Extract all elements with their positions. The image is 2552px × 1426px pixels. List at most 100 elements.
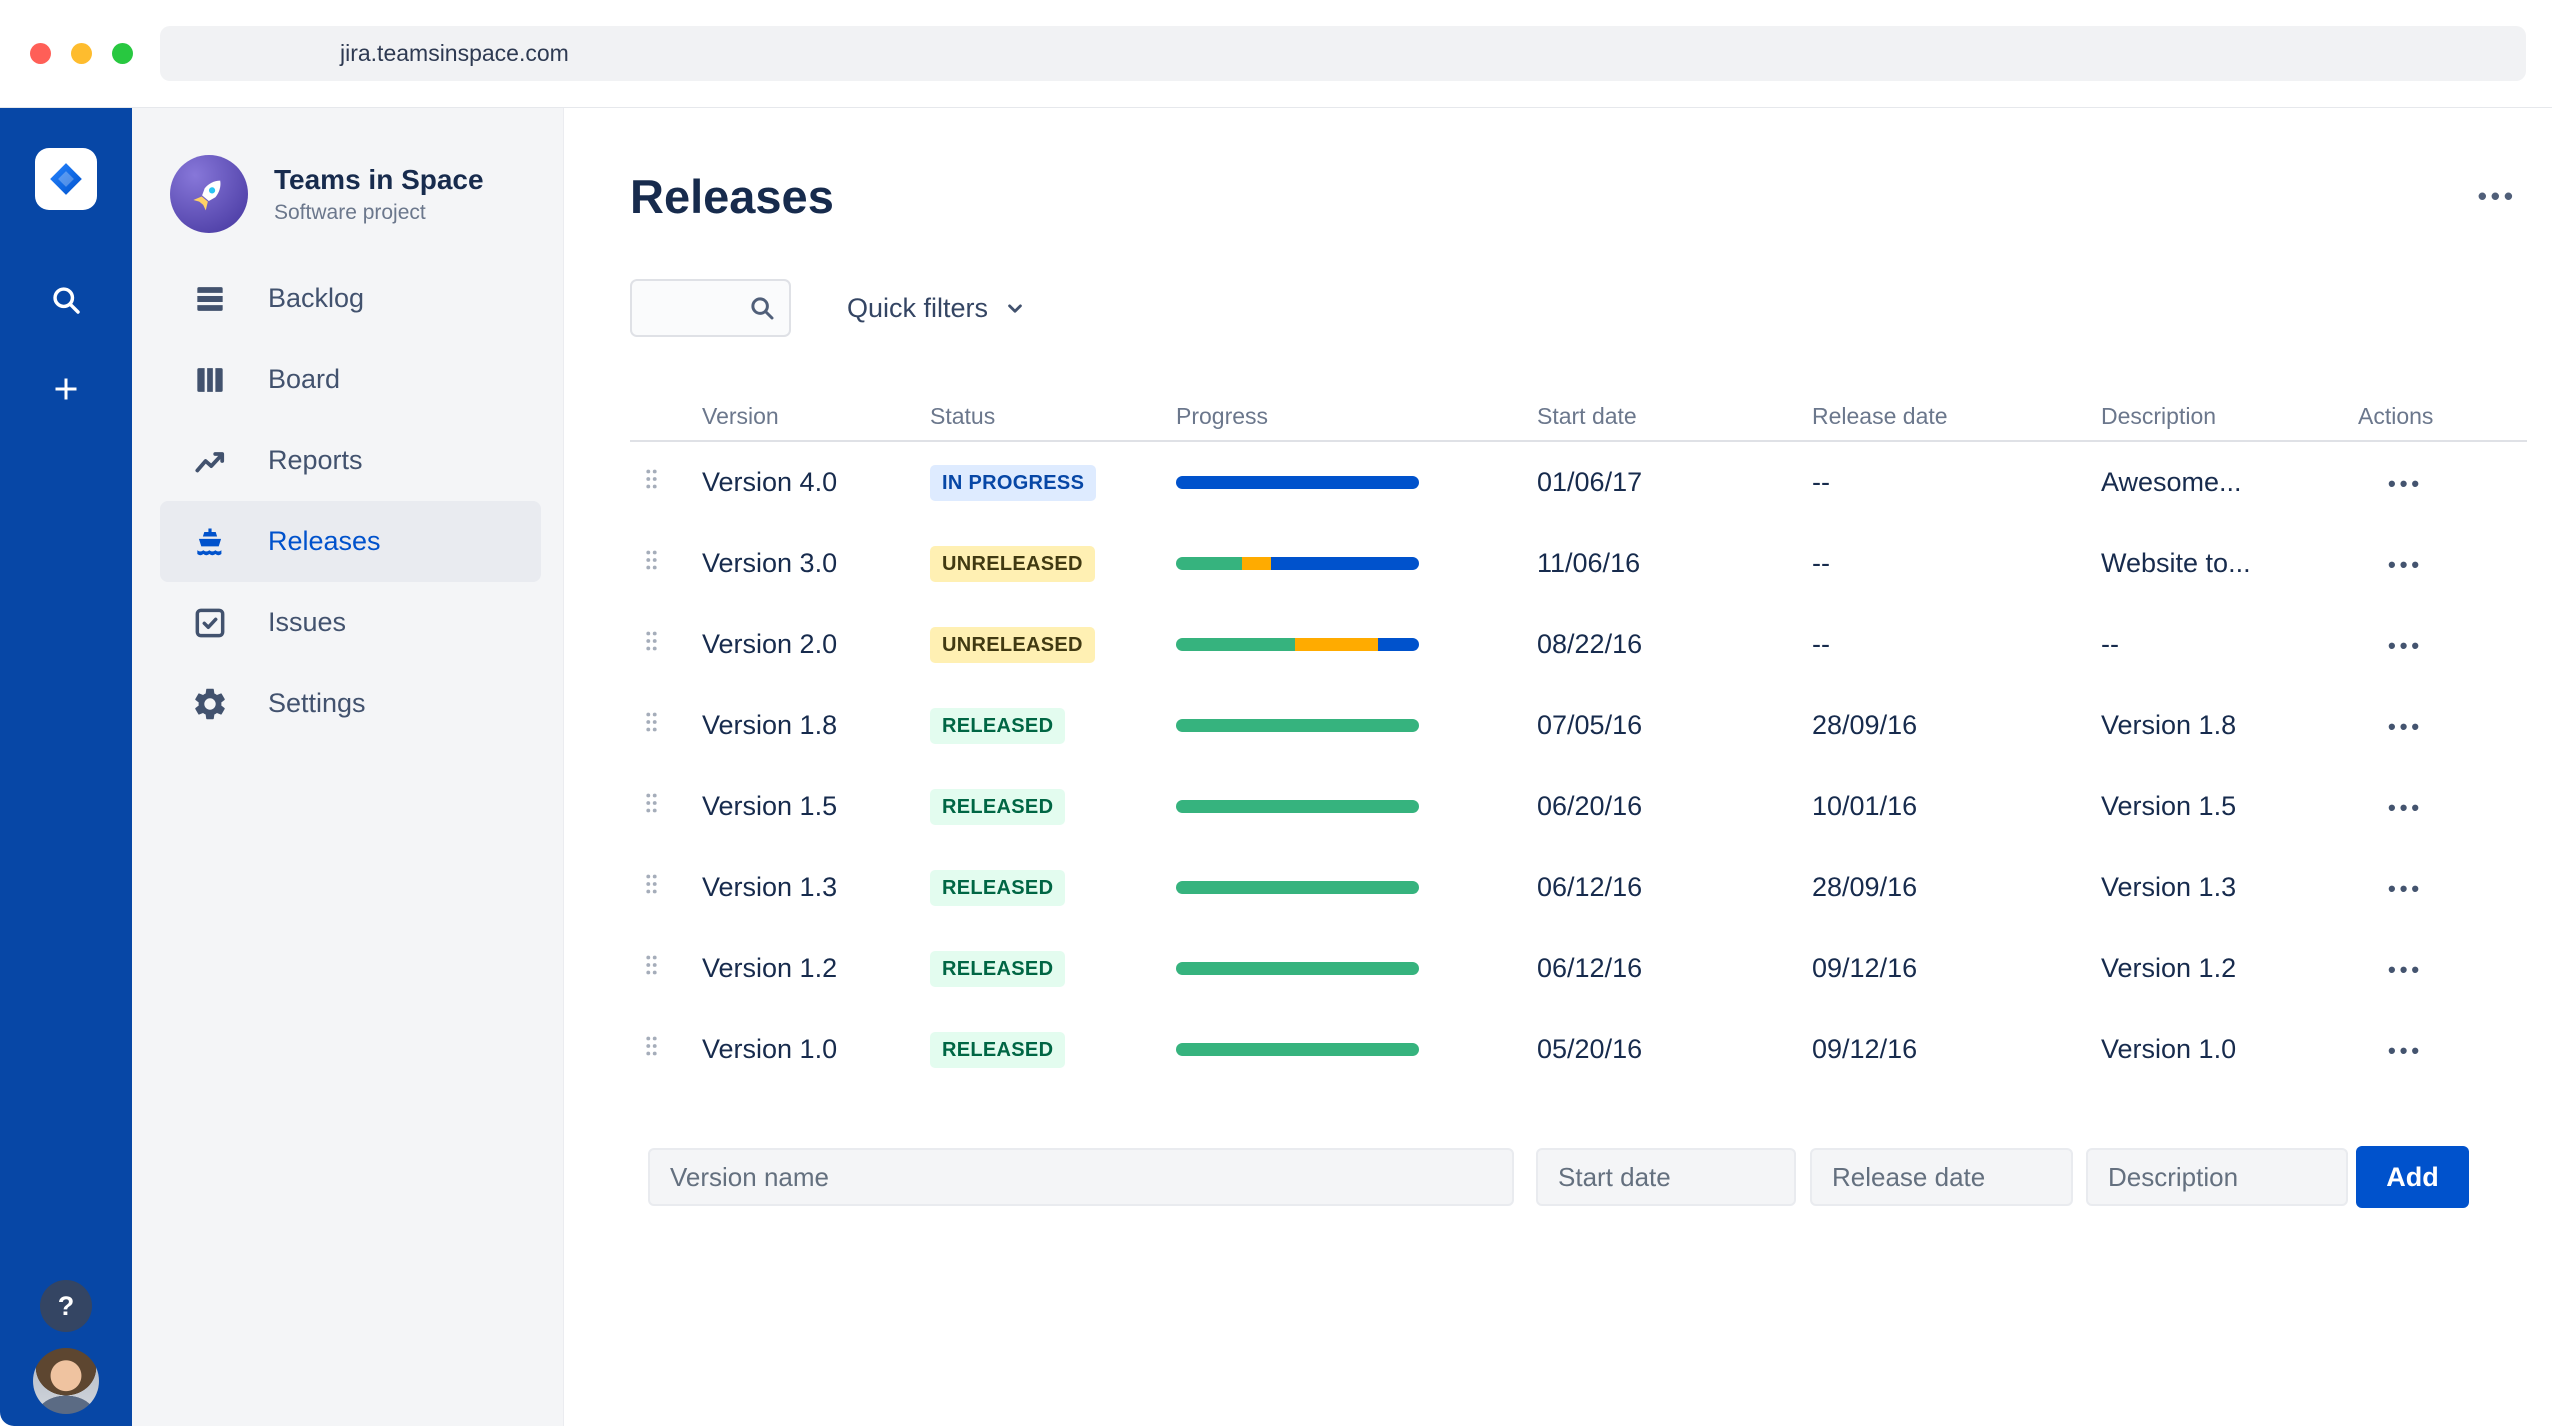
row-actions-button[interactable]: •••: [2388, 633, 2424, 658]
table-row: Version 1.5 RELEASED 06/20/16 10/01/16 Versi…: [630, 766, 2527, 847]
table-row: Version 2.0 UNRELEASED 08/22/16 -- -- •••: [630, 604, 2527, 685]
backlog-icon: [191, 280, 229, 318]
quick-filters-button[interactable]: Quick filters: [847, 293, 1028, 324]
start-date: 05/20/16: [1537, 1034, 1643, 1064]
sidebar-item-label: Board: [268, 364, 341, 394]
settings-icon: [191, 685, 229, 723]
drag-handle-icon[interactable]: [644, 791, 659, 815]
description: Website to...: [2101, 548, 2251, 578]
progress-bar: [1176, 800, 1419, 813]
drag-handle-icon[interactable]: [644, 1034, 659, 1058]
sidebar-item-settings[interactable]: Settings: [160, 663, 541, 744]
start-date: 06/12/16: [1537, 953, 1643, 983]
sidebar-item-reports[interactable]: Reports: [160, 420, 541, 501]
row-actions-button[interactable]: •••: [2388, 957, 2424, 982]
version-name: Version 1.0: [702, 1034, 838, 1064]
close-button[interactable]: [30, 43, 51, 64]
row-actions-button[interactable]: •••: [2388, 876, 2424, 901]
row-actions-button[interactable]: •••: [2388, 714, 2424, 739]
version-name-input[interactable]: [648, 1148, 1514, 1206]
version-name: Version 1.2: [702, 953, 838, 983]
drag-handle-icon[interactable]: [644, 710, 659, 734]
releases-icon: [191, 523, 229, 561]
user-avatar[interactable]: [33, 1348, 99, 1414]
release-date: 28/09/16: [1812, 710, 1918, 740]
table-header-divider: [630, 440, 2527, 442]
drag-handle-icon[interactable]: [644, 953, 659, 977]
description: Version 1.2: [2101, 953, 2237, 983]
column-header-release-date: Release date: [1812, 402, 1948, 429]
drag-handle-icon[interactable]: [644, 548, 659, 572]
start-date: 06/20/16: [1537, 791, 1643, 821]
start-date: 01/06/17: [1537, 467, 1643, 497]
progress-bar: [1176, 1043, 1419, 1056]
start-date: 11/06/16: [1537, 548, 1641, 578]
jira-logo[interactable]: [35, 148, 97, 210]
url-bar[interactable]: jira.teamsinspace.com: [160, 26, 2526, 81]
release-date: 09/12/16: [1812, 1034, 1918, 1064]
help-question-icon: ?: [57, 1290, 75, 1321]
page-more-actions-button[interactable]: •••: [2477, 180, 2517, 211]
global-search-icon[interactable]: [44, 278, 88, 322]
drag-handle-icon[interactable]: [644, 467, 659, 491]
table-body: Version 4.0 IN PROGRESS 01/06/17 -- Awesome.…: [630, 442, 2527, 1090]
description: Version 1.0: [2101, 1034, 2237, 1064]
sidebar-item-board[interactable]: Board: [160, 339, 541, 420]
table-row: Version 1.2 RELEASED 06/12/16 09/12/16 Versi…: [630, 928, 2527, 1009]
global-nav-rail: ?: [0, 108, 132, 1426]
sidebar-item-label: Backlog: [268, 283, 365, 313]
sidebar-item-releases[interactable]: Releases: [160, 501, 541, 582]
drag-handle-icon[interactable]: [644, 629, 659, 653]
status-badge: RELEASED: [930, 950, 1066, 987]
row-actions-button[interactable]: •••: [2388, 552, 2424, 577]
add-version-form: Add: [648, 1146, 2527, 1208]
version-name: Version 1.8: [702, 710, 838, 740]
url-text: jira.teamsinspace.com: [340, 40, 569, 66]
status-badge: RELEASED: [930, 707, 1066, 744]
release-date: --: [1812, 467, 1830, 497]
sidebar-item-backlog[interactable]: Backlog: [160, 258, 541, 339]
row-actions-button[interactable]: •••: [2388, 1038, 2424, 1063]
board-icon: [191, 361, 229, 399]
status-badge: UNRELEASED: [930, 626, 1095, 663]
column-header-status: Status: [930, 402, 996, 429]
search-icon: [747, 293, 777, 323]
start-date: 08/22/16: [1537, 629, 1643, 659]
column-header-description: Description: [2101, 402, 2217, 429]
drag-handle-icon[interactable]: [644, 872, 659, 896]
description-input[interactable]: [2086, 1148, 2348, 1206]
project-type: Software project: [274, 201, 426, 225]
status-badge: UNRELEASED: [930, 545, 1095, 582]
release-date: 28/09/16: [1812, 872, 1918, 902]
progress-bar: [1176, 719, 1419, 732]
table-row: Version 1.8 RELEASED 07/05/16 28/09/16 Versi…: [630, 685, 2527, 766]
help-button[interactable]: ?: [40, 1280, 92, 1332]
release-search-input[interactable]: [646, 293, 747, 323]
project-name: Teams in Space: [274, 163, 484, 195]
project-header: Teams in Space Software project: [132, 152, 563, 236]
add-button[interactable]: Add: [2356, 1146, 2469, 1208]
table-row: Version 3.0 UNRELEASED 11/06/16 -- Website t…: [630, 523, 2527, 604]
release-search-box: [630, 279, 791, 337]
release-date-input[interactable]: [1810, 1148, 2073, 1206]
row-actions-button[interactable]: •••: [2388, 795, 2424, 820]
project-sidebar: Teams in Space Software project Backlog B…: [132, 108, 564, 1426]
row-actions-button[interactable]: •••: [2388, 471, 2424, 496]
table-row: Version 1.0 RELEASED 05/20/16 09/12/16 Versi…: [630, 1009, 2527, 1090]
minimize-button[interactable]: [71, 43, 92, 64]
project-titles: Teams in Space Software project: [274, 163, 484, 226]
start-date-input[interactable]: [1536, 1148, 1796, 1206]
release-date: 09/12/16: [1812, 953, 1918, 983]
release-date: 10/01/16: [1812, 791, 1918, 821]
table-row: Version 4.0 IN PROGRESS 01/06/17 -- Awesome.…: [630, 442, 2527, 523]
progress-bar: [1176, 962, 1419, 975]
create-plus-icon[interactable]: [44, 367, 88, 411]
window-controls: [30, 43, 133, 64]
version-name: Version 1.3: [702, 872, 838, 902]
zoom-button[interactable]: [112, 43, 133, 64]
version-name: Version 2.0: [702, 629, 838, 659]
quick-filters-label: Quick filters: [847, 292, 989, 323]
sidebar-item-issues[interactable]: Issues: [160, 582, 541, 663]
main-content: Releases ••• Quick filters: [564, 108, 2552, 1426]
